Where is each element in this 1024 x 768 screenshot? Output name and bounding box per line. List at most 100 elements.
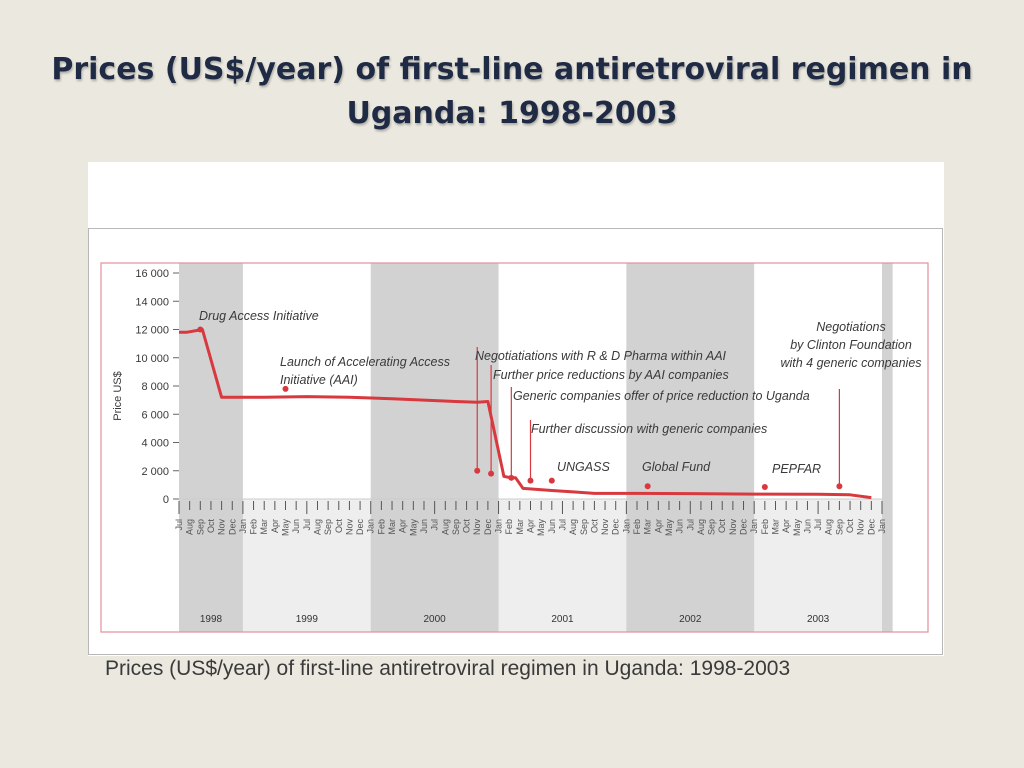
year-band [626,263,755,632]
figure-panel: 0 2 000 4 000 6 000 8 000 10 000 12 000 14 000 1… [88,228,943,680]
month-label: Sep [707,519,717,535]
month-label: Jun [675,519,685,534]
month-label: Jul [174,519,184,531]
month-label: Mar [387,519,397,535]
month-label: Nov [344,519,354,536]
month-label: Jan [621,519,631,534]
month-label: Jul [813,519,823,531]
month-label: Oct [206,519,216,534]
year-label: 2001 [551,614,574,625]
year-band [179,263,243,632]
year-band [882,263,893,632]
event-marker [548,477,555,484]
month-label: May [664,519,674,537]
figure-card: 0 2 000 4 000 6 000 8 000 10 000 12 000 14 000 1… [88,162,944,680]
month-label: Oct [717,519,727,534]
year-label: 1998 [200,614,223,625]
month-label: Sep [579,519,589,535]
month-label: Aug [568,519,578,535]
month-label: Dec [355,519,365,536]
month-label: Nov [600,519,610,536]
y-tick-label: 8 000 [141,381,169,393]
month-label: Nov [856,519,866,536]
month-label: Dec [611,519,621,536]
month-label: Mar [259,519,269,535]
month-label: Mar [515,519,525,535]
month-label: Feb [376,519,386,535]
slide-title-line-1: Prices (US$/year) of first-line antiretr… [51,52,973,87]
month-label: Sep [834,519,844,535]
month-label: Jul [302,519,312,531]
y-tick-label: 6 000 [141,409,169,421]
year-label: 2003 [807,614,830,625]
month-label: Dec [483,519,493,536]
month-label: May [792,519,802,537]
y-tick-label: 16 000 [135,268,169,280]
y-tick-label: 4 000 [141,438,169,450]
month-label: Apr [270,519,280,533]
event-label: Drug Access Initiative [199,309,319,323]
month-label: Feb [760,519,770,535]
month-label: Sep [451,519,461,535]
event-marker [644,483,651,490]
month-label: Nov [472,519,482,536]
year-label: 2000 [424,614,447,625]
year-band [370,263,499,632]
month-label: Oct [334,519,344,534]
month-label: Oct [589,519,599,534]
month-label: May [281,519,291,537]
month-label: Jan [494,519,504,534]
y-tick-label: 12 000 [135,325,169,337]
month-label: Jun [547,519,557,534]
y-tick-label: 2 000 [141,466,169,478]
month-label: Jul [430,519,440,531]
month-label: Sep [323,519,333,535]
figure-caption: Prices (US$/year) of first-line antiretr… [105,657,791,680]
month-label: Jun [419,519,429,534]
event-label: with 4 generic companies [780,356,921,370]
event-marker [761,483,768,490]
price-series-line [179,328,872,500]
month-label: Feb [632,519,642,535]
event-marker [197,326,204,333]
year-label: 2002 [679,614,702,625]
month-label: Jan [749,519,759,534]
month-label: Feb [249,519,259,535]
month-label: Jun [291,519,301,534]
month-label: Aug [312,519,322,535]
month-label: Jul [557,519,567,531]
month-label: May [408,519,418,537]
month-label: Apr [398,519,408,533]
slide-title-line-2: Uganda: 1998-2003 [346,96,678,131]
month-label: Nov [217,519,227,536]
event-label: Further discussion with generic companie… [531,422,767,436]
month-label: Oct [462,519,472,534]
y-tick-label: 10 000 [135,353,169,365]
event-marker [836,483,843,490]
y-tick-label: 0 [163,494,169,506]
month-label: Aug [824,519,834,535]
event-label: Initiative (AAI) [280,373,358,387]
month-label: Mar [770,519,780,535]
month-label: Jan [877,519,887,534]
event-marker [474,467,481,474]
event-label: by Clinton Foundation [790,338,912,352]
event-label: UNGASS [557,460,610,474]
event-label: Generic companies offer of price reducti… [513,389,810,403]
event-marker [527,477,534,484]
year-label: 1999 [296,614,319,625]
event-label: PEPFAR [772,462,821,476]
event-marker [282,385,289,392]
event-label: Further price reductions by AAI companie… [493,368,729,382]
event-label: Negotiations [816,320,886,334]
month-label: May [536,519,546,537]
month-label: Mar [643,519,653,535]
month-label: Jan [366,519,376,534]
month-label: Dec [227,519,237,536]
month-label: Nov [728,519,738,536]
month-label: Oct [845,519,855,534]
event-marker [488,470,495,477]
y-axis-label: Price US$ [112,371,124,421]
y-tick-label: 14 000 [135,296,169,308]
month-label: Jun [802,519,812,534]
